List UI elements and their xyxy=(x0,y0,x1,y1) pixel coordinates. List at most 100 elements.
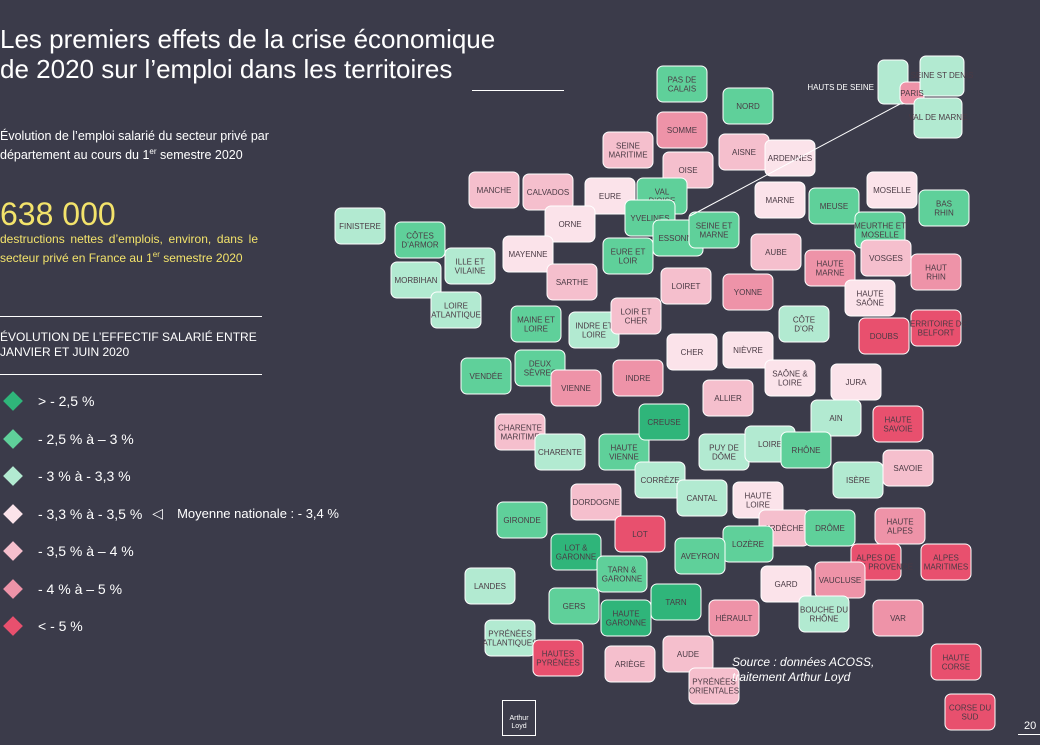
department-label: ESSONNE xyxy=(658,234,697,243)
department-label: MARNE xyxy=(766,196,795,205)
divider-2 xyxy=(0,374,262,375)
department-label: RHÔNE xyxy=(792,446,821,455)
legend-label: - 3,5 % à – 4 % xyxy=(38,543,134,559)
headline-description: destructions nettes d’emplois, environ, … xyxy=(0,232,258,266)
department-shape xyxy=(430,291,482,329)
inset-seine-st-denis-label: SEINE ST DENIS xyxy=(911,71,974,80)
department-label: VAUCLUSE xyxy=(819,576,862,585)
department-shape xyxy=(610,297,662,335)
department-shape xyxy=(808,187,860,225)
department-label: GARD xyxy=(774,580,797,589)
department-label: CORSE DU SUD xyxy=(949,704,991,722)
department-label: CHER xyxy=(681,348,704,357)
department-label: SEINE ET MARNE xyxy=(696,222,733,240)
department-label: VIENNE xyxy=(561,384,591,393)
department-shape xyxy=(468,171,520,209)
department-shape xyxy=(570,483,622,521)
department-label: ALPES MARITIMES xyxy=(924,554,968,572)
department-shape xyxy=(546,263,598,301)
department-shape xyxy=(602,131,654,169)
department-label: SARTHE xyxy=(556,278,588,287)
department-shape xyxy=(656,65,708,103)
legend-item: - 4 % à – 5 % xyxy=(0,576,122,602)
department-shape xyxy=(614,515,666,553)
title-line-2: de 2020 sur l’emploi dans les territoire… xyxy=(0,54,453,84)
department-label: INDRE ET LOIRE xyxy=(575,322,612,340)
department-shape xyxy=(390,261,442,299)
department-label: ILLE ET VILAINE xyxy=(455,258,486,276)
department-label: ALLIER xyxy=(714,394,742,403)
department-shape xyxy=(666,333,718,371)
department-shape xyxy=(804,249,856,287)
legend-item: - 3,5 % à – 4 % xyxy=(0,538,134,564)
legend-swatch xyxy=(3,391,23,411)
arthur-loyd-logo: Arthur Loyd xyxy=(502,700,536,736)
department-shape xyxy=(650,583,702,621)
department-label: SEINE MARITIME xyxy=(608,142,647,160)
department-shape xyxy=(676,479,728,517)
department-shape xyxy=(688,211,740,249)
subtitle-text: Évolution de l’emploi salarié du secteur… xyxy=(0,129,269,163)
department-label: MEURTHE ET MOSELLE xyxy=(854,222,906,240)
department-label: VOSGES xyxy=(869,254,903,263)
inset-val-de-marne-label: VAL DE MARNE xyxy=(909,113,968,122)
legend-item: - 3 % à - 3,3 % xyxy=(0,463,131,489)
logo-line-2: Loyd xyxy=(511,723,527,730)
department-shape xyxy=(798,595,850,633)
department-label: AISNE xyxy=(732,148,756,157)
department-label: GIRONDE xyxy=(503,516,540,525)
department-label: AVEYRON xyxy=(681,552,720,561)
department-label: ISÈRE xyxy=(846,476,870,485)
department-label: NORD xyxy=(736,102,760,111)
department-shape xyxy=(604,645,656,683)
department-label: DOUBS xyxy=(870,332,898,341)
department-label: HAUTES PYRÉNÉES xyxy=(536,650,580,668)
department-shape xyxy=(930,643,982,681)
department-shape xyxy=(334,207,386,245)
title-line-1: Les premiers effets de la crise économiq… xyxy=(0,24,496,54)
source-line-2: traitement Arthur Loyd xyxy=(732,670,851,684)
page-number-rule xyxy=(1018,734,1040,735)
department-shape xyxy=(484,619,536,657)
department-shape xyxy=(550,369,602,407)
department-label: TARN xyxy=(665,598,686,607)
department-label: MOSELLE xyxy=(873,186,911,195)
department-label: LOZÈRE xyxy=(732,540,764,549)
department-label: CANTAL xyxy=(687,494,719,503)
legend-label: - 3 % à - 3,3 % xyxy=(38,468,131,484)
department-shape xyxy=(674,537,726,575)
department-label: HAUTE VIENNE xyxy=(609,444,639,462)
department-shape xyxy=(464,567,516,605)
legend-swatch xyxy=(3,578,23,599)
average-marker-icon: ◁ xyxy=(152,505,164,521)
legend-label: - 2,5 % à – 3 % xyxy=(38,430,134,447)
department-shape xyxy=(750,233,802,271)
legend-label: - 4 % à – 5 % xyxy=(38,580,123,597)
department-label: BAS RHIN xyxy=(934,200,954,218)
department-shape xyxy=(688,667,740,705)
legend-swatch xyxy=(3,466,23,486)
department-shape xyxy=(764,359,816,397)
department-shape xyxy=(708,599,760,637)
department-label: CORRÈZE xyxy=(640,476,679,485)
department-label: CHARENTE MARITIME xyxy=(498,424,542,442)
legend-label: - 3,3 % à - 3,5 % xyxy=(38,505,143,522)
department-label: OISE xyxy=(678,166,697,175)
department-label: PYRÉNÉES ORIENTALES xyxy=(689,678,739,696)
legend-item: > - 2,5 % xyxy=(0,388,94,414)
department-label: VENDÉE xyxy=(470,372,503,381)
department-label: MANCHE xyxy=(477,186,512,195)
legend-label: > - 2,5 % xyxy=(38,393,95,409)
legend-item: < - 5 % xyxy=(0,613,83,639)
inset-paris-label: PARIS xyxy=(900,89,923,98)
department-shape xyxy=(548,587,600,625)
inset-connector-line xyxy=(689,103,901,217)
page-title: Les premiers effets de la crise économiq… xyxy=(0,24,495,84)
department-shape xyxy=(394,221,446,259)
legend-swatch xyxy=(3,616,23,636)
department-shape xyxy=(732,481,784,519)
department-label: ARDENNES xyxy=(768,154,812,163)
source-line-1: Source : données ACOSS, xyxy=(732,655,875,669)
department-label: HAUT RHIN xyxy=(925,264,947,282)
department-shape xyxy=(780,431,832,469)
